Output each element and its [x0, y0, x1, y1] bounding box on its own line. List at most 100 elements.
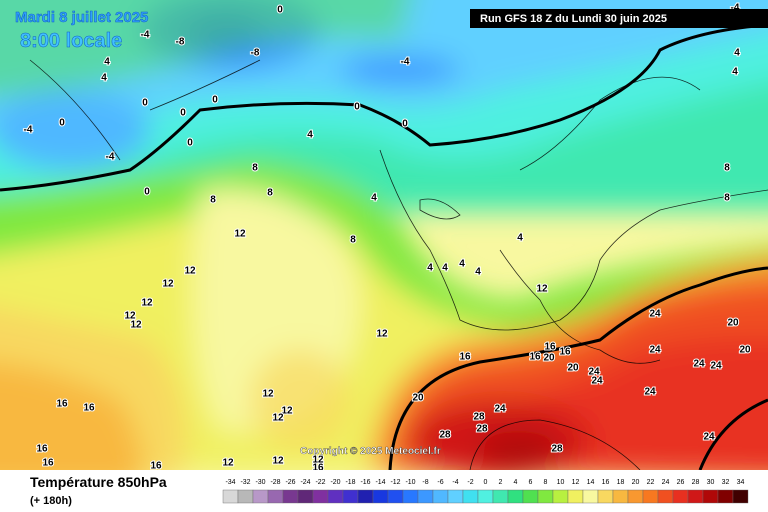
contour-label: 16	[529, 352, 541, 363]
contour-label: 8	[267, 188, 273, 199]
contour-label: -4	[24, 125, 33, 136]
contour-label: 0	[59, 118, 65, 129]
contour-label: 4	[732, 67, 738, 78]
colorbar-tick-label: -34	[225, 479, 235, 486]
colorbar-tick-label: 8	[544, 479, 548, 486]
color-swatch	[522, 489, 539, 504]
colorbar-tick-label: -4	[452, 479, 458, 486]
color-swatch	[297, 489, 314, 504]
contour-label: 20	[727, 318, 739, 329]
contour-label: 12	[536, 284, 548, 295]
colorbar-tick-label: -8	[422, 479, 428, 486]
colorbar-tick-label: 20	[632, 479, 640, 486]
contour-label: 0	[144, 187, 150, 198]
contour-label: 4	[307, 130, 313, 141]
colorbar-tick-label: -28	[270, 479, 280, 486]
colorbar-tick-label: 24	[662, 479, 670, 486]
contour-label: 28	[476, 424, 488, 435]
colorbar-tick-label: -30	[255, 479, 265, 486]
contour-label: 20	[567, 363, 579, 374]
contour-label: 0	[187, 138, 193, 149]
contour-label: 16	[36, 444, 48, 455]
contour-label: 12	[222, 458, 234, 469]
colorbar-tick-label: 16	[602, 479, 610, 486]
color-swatch	[687, 489, 704, 504]
color-swatch	[462, 489, 479, 504]
contour-label: 24	[710, 361, 722, 372]
color-swatch	[507, 489, 524, 504]
colorbar-tick-label: -18	[345, 479, 355, 486]
color-swatch	[312, 489, 329, 504]
colorbar-tick-label: 10	[557, 479, 565, 486]
contour-label: 4	[371, 193, 377, 204]
contour-label: 12	[124, 311, 136, 322]
colorbar-tick-label: -20	[330, 479, 340, 486]
contour-label: -4	[401, 57, 410, 68]
colorbar-tick-label: 0	[484, 479, 488, 486]
contour-label: 28	[473, 412, 485, 423]
contour-label: 4	[104, 57, 110, 68]
colorbar-tick-label: 6	[529, 479, 533, 486]
contour-label: 12	[234, 229, 246, 240]
contour-label: 16	[83, 403, 95, 414]
colorbar-tick-label: 34	[737, 479, 745, 486]
contour-label: 0	[354, 102, 360, 113]
colorbar-tick-label: -24	[300, 479, 310, 486]
colorbar-tick-label: 18	[617, 479, 625, 486]
color-swatch	[597, 489, 614, 504]
color-swatch	[252, 489, 269, 504]
color-swatch	[627, 489, 644, 504]
colorbar-tick-label: -14	[375, 479, 385, 486]
contour-label: 12	[281, 406, 293, 417]
color-swatch	[657, 489, 674, 504]
contour-label: 8	[350, 235, 356, 246]
copyright: Copyright © 2025 Meteociel.fr	[300, 446, 441, 457]
contour-label: 16	[312, 463, 324, 474]
color-swatch	[612, 489, 629, 504]
color-swatch	[402, 489, 419, 504]
contour-label: 12	[376, 329, 388, 340]
color-swatch	[702, 489, 719, 504]
contour-label: 24	[591, 376, 603, 387]
contour-label: 24	[588, 367, 600, 378]
contour-label: 12	[262, 389, 274, 400]
contour-label: 12	[312, 455, 324, 466]
contour-label: 20	[543, 353, 555, 364]
contour-label: -8	[176, 37, 185, 48]
contour-label: 4	[734, 48, 740, 59]
colorbar-tick-label: 14	[587, 479, 595, 486]
contour-label: -4	[106, 152, 115, 163]
color-swatch	[492, 489, 509, 504]
contour-label: 20	[739, 345, 751, 356]
color-swatch	[672, 489, 689, 504]
contour-label: 24	[703, 432, 715, 443]
color-swatch	[447, 489, 464, 504]
colorbar-tick-label: 30	[707, 479, 715, 486]
contour-label: 12	[162, 279, 174, 290]
contour-label: 0	[212, 95, 218, 106]
contour-label: 4	[517, 233, 523, 244]
color-swatch	[327, 489, 344, 504]
contour-label: 0	[402, 119, 408, 130]
colorbar-tick-label: 28	[692, 479, 700, 486]
contour-label: 4	[427, 263, 433, 274]
contour-label: 24	[649, 309, 661, 320]
contour-label: 24	[693, 359, 705, 370]
contour-label: 16	[150, 461, 162, 472]
contour-label: 4	[442, 263, 448, 274]
contour-label: 12	[272, 413, 284, 424]
contour-label: 16	[559, 347, 571, 358]
contour-label: -4	[141, 30, 150, 41]
contour-label: -4	[731, 3, 740, 14]
color-swatch	[717, 489, 734, 504]
contour-label: 8	[210, 195, 216, 206]
run-label: Run GFS 18 Z du Lundi 30 juin 2025	[480, 13, 667, 25]
color-swatch	[222, 489, 239, 504]
contour-label: 12	[141, 298, 153, 309]
color-swatch	[372, 489, 389, 504]
isotherm-lines	[0, 23, 768, 470]
color-swatch	[582, 489, 599, 504]
contour-label: 12	[130, 320, 142, 331]
